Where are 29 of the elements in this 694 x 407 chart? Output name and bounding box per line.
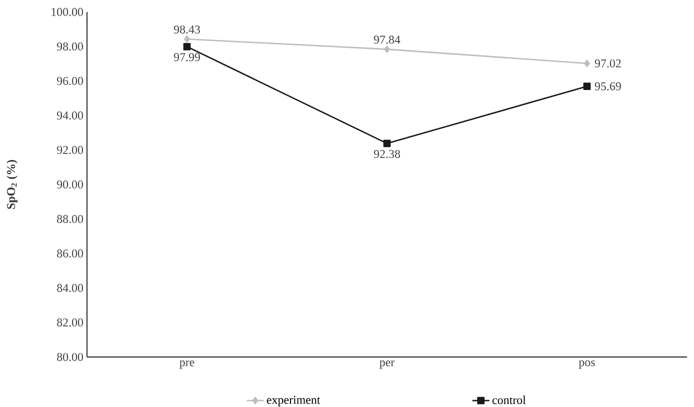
point [384,46,390,53]
y-tick-label: 86.00 [57,249,84,258]
y-tick-label: 80.00 [57,352,84,362]
data-label: 92.38 [374,150,400,158]
x-tick-label: per [380,360,395,369]
point [183,42,191,50]
y-tick-label: 100.00 [52,8,84,16]
point [184,35,190,43]
y-tick-label: 92.00 [56,146,84,154]
legend-label: experiment [266,396,320,406]
point [383,140,391,148]
y-axis-title: SpO$_{2}$ (%) [6,160,18,209]
y-tick-label: 98.00 [56,42,84,51]
y-tick-label: 84.00 [57,284,84,292]
y-tick-label: 96.00 [56,76,84,86]
data-label: 98.43 [174,25,200,34]
point [584,60,590,68]
data-label: 95.69 [594,82,621,90]
x-tick-label: pos [578,360,595,369]
y-tick-label: 88.00 [57,214,84,224]
y-tick-label: 90.00 [56,180,84,189]
data-label: 97.84 [374,36,400,44]
legend-label: control [492,396,526,404]
y-tick-label: 94.00 [56,111,84,120]
data-label: 97.99 [174,53,200,62]
x-tick-label: pre [180,360,194,369]
data-label: 97.02 [594,59,621,68]
y-tick-label: 82.00 [57,318,84,327]
point [583,82,591,90]
